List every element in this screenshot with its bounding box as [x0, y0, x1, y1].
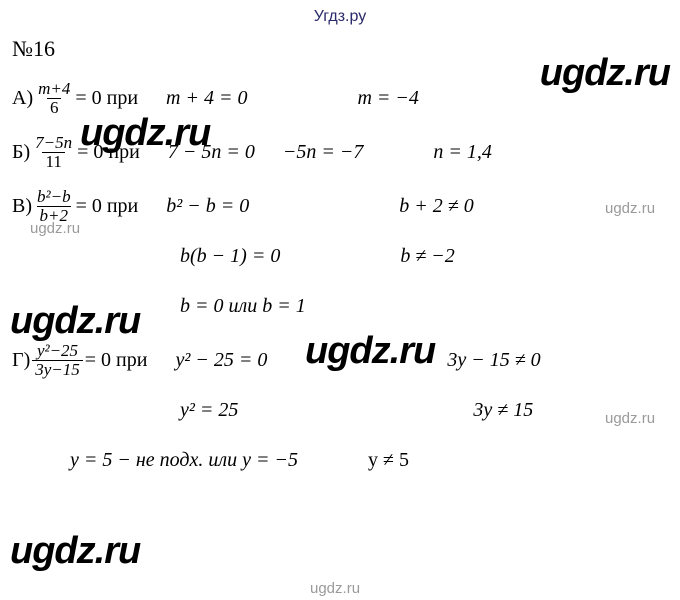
eq-c13: b + 2 ≠ 0 [399, 195, 473, 218]
watermark-bold: ugdz.ru [10, 530, 140, 573]
fraction-a: m+4 6 [35, 80, 73, 117]
label-d: Г) [12, 349, 30, 372]
eq-a3: m = −4 [357, 87, 418, 110]
row-d2: y² = 25 3y ≠ 15 [180, 388, 680, 432]
frac-den: 3y−15 [32, 360, 83, 379]
site-header: Угдз.ру [0, 0, 680, 26]
problem-number: №16 [12, 36, 680, 62]
row-b: Б) 7−5n 11 = 0 при 7 − 5n = 0 −5n = −7 n… [12, 130, 680, 174]
frac-num: 7−5n [32, 134, 75, 152]
eq-b3: −5n = −7 [283, 141, 364, 164]
frac-den: 6 [47, 98, 62, 117]
eq-d13: 3y − 15 ≠ 0 [447, 349, 540, 372]
eq-c22: b ≠ −2 [400, 245, 454, 268]
eq-b4: n = 1,4 [433, 141, 492, 164]
frac-num: y²−25 [34, 342, 81, 360]
eq-c31: b = 0 или b = 1 [180, 295, 306, 318]
row-d1: Г) y²−25 3y−15 = 0 при y² − 25 = 0 3y − … [12, 338, 680, 382]
label-b: Б) [12, 141, 30, 164]
row-c2: b(b − 1) = 0 b ≠ −2 [180, 234, 680, 278]
fraction-c: b²−b b+2 [34, 188, 74, 225]
eq-d21: y² = 25 [180, 399, 238, 422]
eq-a2: m + 4 = 0 [166, 87, 247, 110]
row-a: А) m+4 6 = 0 при m + 4 = 0 m = −4 [12, 76, 680, 120]
eq-a1: = 0 при [75, 87, 138, 110]
row-c3: b = 0 или b = 1 [180, 284, 680, 328]
label-c: В) [12, 195, 32, 218]
label-a: А) [12, 87, 33, 110]
eq-c11: = 0 при [76, 195, 139, 218]
watermark-bold: ugdz.ru [10, 300, 140, 343]
frac-den: 11 [42, 152, 64, 171]
fraction-d: y²−25 3y−15 [32, 342, 83, 379]
fraction-b: 7−5n 11 [32, 134, 75, 171]
eq-d22: 3y ≠ 15 [473, 399, 533, 422]
row-d3: y = 5 − не подх. или y = −5 y ≠ 5 [70, 438, 680, 482]
watermark-light: ugdz.ru [310, 580, 360, 597]
eq-d11: = 0 при [85, 349, 148, 372]
eq-d31: y = 5 − не подх. или y = −5 [70, 449, 298, 472]
eq-c21: b(b − 1) = 0 [180, 245, 280, 268]
frac-num: b²−b [34, 188, 74, 206]
eq-d12: y² − 25 = 0 [175, 349, 267, 372]
frac-num: m+4 [35, 80, 73, 98]
eq-b2: 7 − 5n = 0 [168, 141, 255, 164]
row-c1: В) b²−b b+2 = 0 при b² − b = 0 b + 2 ≠ 0 [12, 184, 680, 228]
frac-den: b+2 [37, 206, 71, 225]
eq-c12: b² − b = 0 [166, 195, 249, 218]
eq-b1: = 0 при [77, 141, 140, 164]
eq-d32: y ≠ 5 [368, 449, 409, 472]
